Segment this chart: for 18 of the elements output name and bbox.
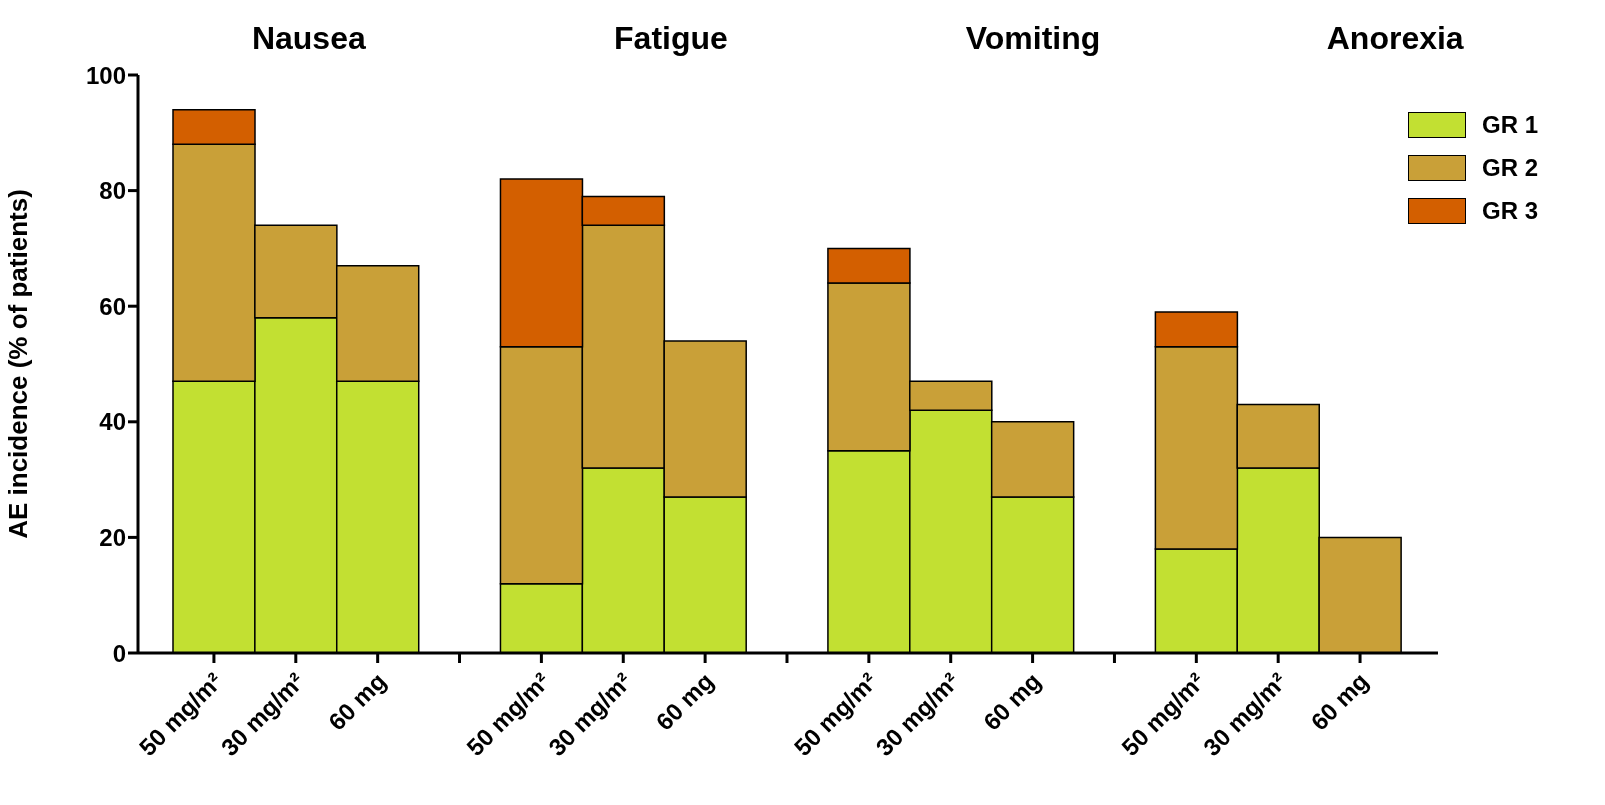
y-tick-label: 100 xyxy=(85,61,126,89)
text: Nausea xyxy=(250,20,367,57)
text: Anorexia xyxy=(1325,20,1465,57)
x-tick-label: 60 mg xyxy=(650,667,719,736)
legend-label: GR 3 xyxy=(1481,196,1538,225)
y-tick-label: 60 xyxy=(99,292,126,320)
y-tick-label: 20 xyxy=(99,523,126,551)
legend-label: GR 2 xyxy=(1481,153,1538,182)
text: Fatigue xyxy=(613,20,729,57)
x-tick-label: 60 mg xyxy=(322,667,392,736)
legend-label: GR 1 xyxy=(1481,110,1538,139)
y-tick-label: 0 xyxy=(112,639,126,667)
y-axis-title: AE incidence (% of patients) xyxy=(3,189,34,539)
text: Vomiting xyxy=(964,20,1102,57)
x-tick-label: 60 mg xyxy=(1305,667,1374,736)
y-tick-label: 80 xyxy=(99,177,126,205)
y-tick-label: 40 xyxy=(99,408,126,436)
x-tick-label: 60 mg xyxy=(977,667,1047,736)
